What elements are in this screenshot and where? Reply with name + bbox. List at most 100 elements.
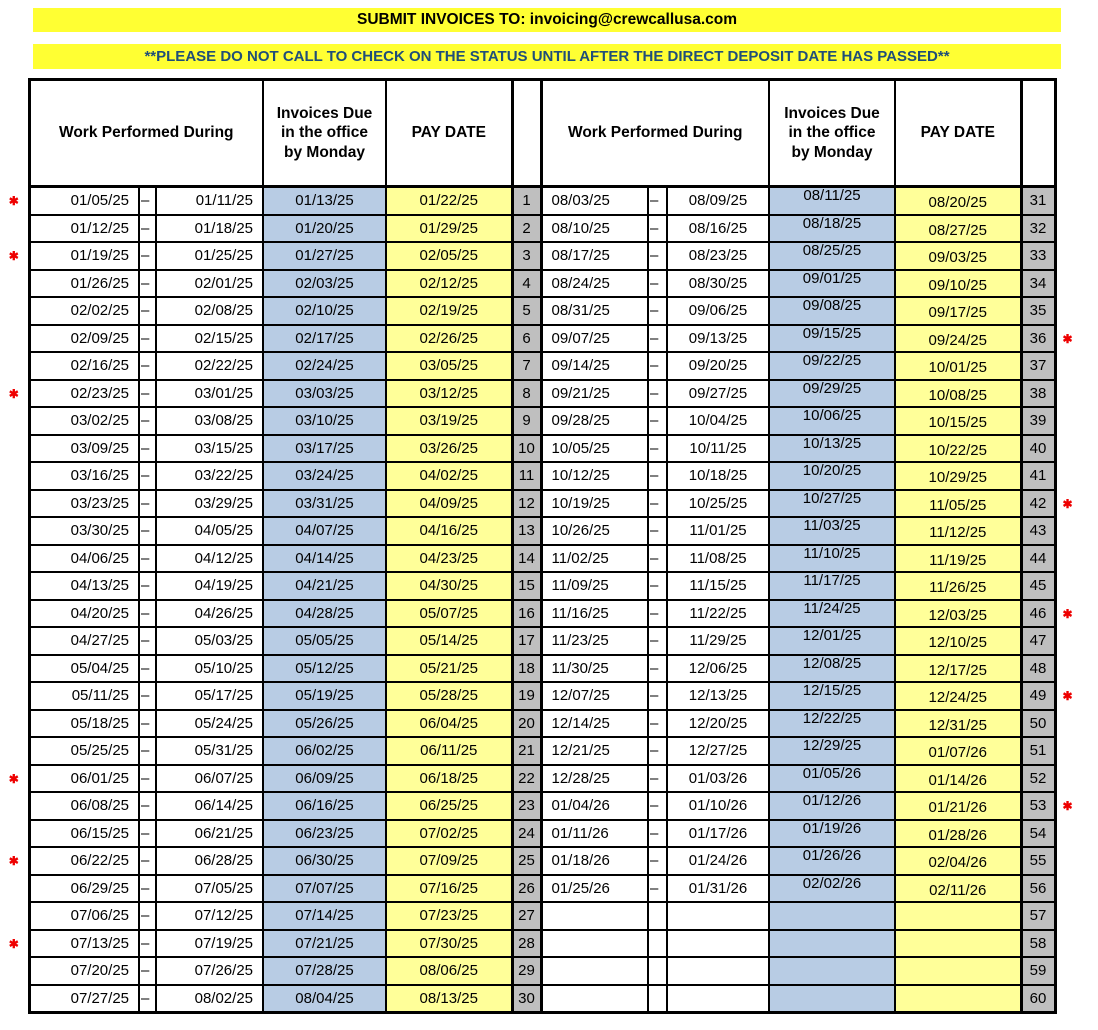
work-start-date: 01/12/25 bbox=[27, 213, 140, 243]
schedule-row: 02/16/25–02/22/25 02/24/25 03/05/25 7 09/14/… bbox=[0, 351, 1090, 381]
week-number: 56 bbox=[1019, 873, 1057, 903]
week-number: 29 bbox=[510, 956, 543, 986]
invoice-due-date: 11/24/25 bbox=[768, 598, 896, 628]
date-range-dash-text: – bbox=[141, 384, 150, 402]
pay-date: 08/20/25 bbox=[894, 185, 1022, 216]
date-range-dash: – bbox=[647, 516, 668, 546]
date-range-dash-text: – bbox=[141, 357, 150, 375]
date-range-dash: – bbox=[647, 268, 668, 298]
pay-date: 10/08/25 bbox=[894, 378, 1022, 408]
schedule-row: ✱ 01/19/25–01/25/25 01/27/25 02/05/25 3 08/17… bbox=[0, 241, 1090, 271]
date-range-dash: – bbox=[138, 681, 157, 711]
work-start-date: 03/09/25 bbox=[27, 433, 140, 463]
invoice-due-date: 09/01/25 bbox=[768, 268, 896, 298]
work-end-date: 07/05/25 bbox=[155, 873, 264, 903]
date-range-dash: – bbox=[138, 268, 157, 298]
week-number-text: 32 bbox=[1029, 219, 1047, 237]
date-range-dash bbox=[647, 983, 668, 1014]
asterisk-marker-left bbox=[0, 709, 29, 737]
invoice-due-date: 09/29/25 bbox=[768, 378, 896, 408]
work-start-date-text: 04/20/25 bbox=[70, 604, 129, 622]
week-number: 52 bbox=[1019, 763, 1057, 793]
invoice-due-date-text: 07/07/25 bbox=[295, 879, 354, 897]
week-number-text: 57 bbox=[1029, 907, 1047, 925]
work-start-date bbox=[540, 956, 649, 986]
work-end-date-text: 01/18/25 bbox=[194, 219, 253, 237]
date-range-dash-text: – bbox=[141, 329, 150, 347]
work-end-date: 10/04/25 bbox=[666, 406, 770, 436]
work-start-date-text: 01/11/26 bbox=[551, 824, 609, 842]
work-end-date: 04/26/25 bbox=[155, 598, 264, 628]
pay-date: 04/09/25 bbox=[385, 488, 513, 518]
work-end-date: 10/18/25 bbox=[666, 461, 770, 491]
week-number: 20 bbox=[510, 708, 543, 738]
work-end-date-text: 12/20/25 bbox=[688, 714, 748, 732]
work-end-date-text: 07/19/25 bbox=[194, 934, 253, 952]
week-number: 21 bbox=[510, 736, 543, 766]
work-end-date: 08/30/25 bbox=[666, 268, 770, 298]
week-number: 43 bbox=[1019, 516, 1057, 546]
invoice-due-date-text: 09/08/25 bbox=[802, 297, 862, 315]
work-end-date: 08/23/25 bbox=[666, 241, 770, 271]
pay-date: 01/07/26 bbox=[894, 736, 1022, 766]
work-end-date: 04/19/25 bbox=[155, 571, 264, 601]
work-start-date: 03/16/25 bbox=[27, 461, 140, 491]
asterisk-marker-left-text: ✱ bbox=[8, 194, 19, 208]
date-range-dash-text: – bbox=[141, 522, 150, 540]
work-start-date-text: 06/15/25 bbox=[70, 824, 129, 842]
date-range-dash: – bbox=[647, 296, 668, 326]
pay-date-text: 01/29/25 bbox=[419, 219, 478, 237]
work-start-date: 06/22/25 bbox=[27, 846, 140, 876]
invoice-due-date-text: 01/26/26 bbox=[802, 847, 862, 865]
pay-date-text: 12/17/25 bbox=[928, 661, 987, 679]
asterisk-marker-left: ✱ bbox=[0, 186, 29, 215]
asterisk-marker-left-text: ✱ bbox=[8, 386, 19, 401]
schedule-row: 05/18/25–05/24/25 05/26/25 06/04/25 20 12/14… bbox=[0, 708, 1090, 738]
asterisk-marker-left bbox=[0, 214, 29, 242]
invoice-due-date: 03/17/25 bbox=[262, 433, 387, 463]
work-end-date: 05/03/25 bbox=[155, 626, 264, 656]
pay-date: 09/03/25 bbox=[894, 241, 1022, 271]
asterisk-marker-right bbox=[1055, 434, 1090, 462]
invoice-due-date-text: 02/10/25 bbox=[295, 302, 354, 320]
week-number-text: 34 bbox=[1029, 274, 1047, 292]
date-range-dash: – bbox=[647, 736, 668, 766]
work-end-date: 03/08/25 bbox=[155, 406, 264, 436]
work-start-date: 12/14/25 bbox=[540, 708, 649, 738]
invoice-due-date: 06/09/25 bbox=[262, 763, 387, 793]
invoice-due-date-text: 11/10/25 bbox=[803, 544, 861, 562]
date-range-dash-text: – bbox=[650, 549, 659, 567]
work-start-date-text: 01/18/26 bbox=[551, 852, 610, 870]
week-number-text: 41 bbox=[1029, 467, 1047, 485]
work-start-date: 09/21/25 bbox=[540, 378, 649, 408]
pay-date-text: 09/03/25 bbox=[928, 249, 987, 267]
date-range-dash: – bbox=[647, 653, 668, 683]
pay-date-text: 12/03/25 bbox=[928, 606, 987, 624]
work-start-date: 01/25/26 bbox=[540, 873, 649, 903]
work-end-date-text: 05/17/25 bbox=[194, 687, 253, 705]
work-start-date-text: 03/30/25 bbox=[70, 522, 129, 540]
invoice-due-date-text: 10/27/25 bbox=[802, 489, 862, 507]
asterisk-marker-left: ✱ bbox=[0, 242, 29, 270]
date-range-dash-text: – bbox=[650, 274, 659, 292]
work-start-date-text: 02/02/25 bbox=[70, 302, 129, 320]
work-end-date-text: 08/16/25 bbox=[688, 219, 748, 237]
week-number: 50 bbox=[1019, 708, 1057, 738]
work-end-date-text: 05/24/25 bbox=[194, 714, 253, 732]
work-start-date-text: 11/02/25 bbox=[551, 549, 609, 567]
work-end-date-text: 05/10/25 bbox=[194, 659, 253, 677]
invoice-due-date-text: 12/15/25 bbox=[802, 682, 862, 700]
work-start-date-text: 01/12/25 bbox=[70, 219, 129, 237]
invoices-due-header-right: Invoices Due in the office by Monday bbox=[768, 78, 896, 188]
date-range-dash: – bbox=[138, 543, 157, 573]
work-end-date-text: 10/04/25 bbox=[688, 412, 748, 430]
asterisk-marker-right bbox=[1055, 929, 1090, 957]
work-start-date: 02/02/25 bbox=[27, 296, 140, 326]
week-number-text: 45 bbox=[1029, 577, 1047, 595]
work-start-date-text: 07/06/25 bbox=[70, 907, 129, 925]
work-end-date-text: 12/13/25 bbox=[688, 687, 748, 705]
week-number: 22 bbox=[510, 763, 543, 793]
date-range-dash: – bbox=[138, 296, 157, 326]
work-start-date: 11/02/25 bbox=[540, 543, 649, 573]
week-number: 4 bbox=[510, 268, 543, 298]
